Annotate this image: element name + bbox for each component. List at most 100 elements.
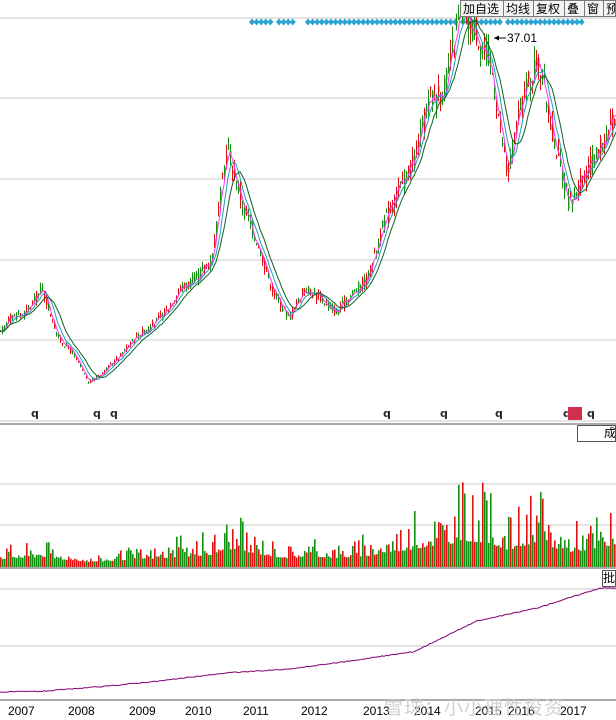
volume-bar <box>294 555 296 567</box>
candle-body <box>96 377 98 379</box>
volume-bar <box>58 557 60 567</box>
volume-bar <box>436 537 438 567</box>
candle-body <box>346 301 348 303</box>
candle-body <box>90 380 92 383</box>
rank-badge[interactable] <box>568 407 582 420</box>
volume-bar <box>346 557 348 567</box>
volume-bar <box>342 550 344 567</box>
volume-bar <box>64 559 66 567</box>
candle-body <box>382 220 384 228</box>
event-marker-icon <box>392 18 399 26</box>
candle-body <box>102 372 104 374</box>
volume-bar <box>532 534 534 567</box>
volume-bar <box>82 559 84 567</box>
candle-body <box>574 192 576 198</box>
volume-bar <box>254 536 256 567</box>
volume-bar <box>372 549 374 567</box>
peak-arrow-icon <box>494 35 499 41</box>
volume-bar <box>204 551 206 567</box>
candle-body <box>438 85 440 92</box>
forecast-button[interactable]: 预 <box>603 0 616 17</box>
moving-average-lines <box>0 10 616 383</box>
event-marker-strip <box>249 18 585 26</box>
candle-body <box>84 373 86 375</box>
volume-bar <box>338 545 340 567</box>
volume-bar <box>450 543 452 567</box>
volume-bar <box>420 548 422 567</box>
candle-body <box>436 98 438 106</box>
volume-bar <box>280 557 282 567</box>
candle-body <box>444 78 446 100</box>
candle-body <box>452 39 454 44</box>
overlay-button[interactable]: 叠 <box>564 0 585 17</box>
window-button[interactable]: 窗 <box>584 0 604 17</box>
volume-bar <box>412 546 414 567</box>
candle-body <box>120 353 122 356</box>
candle-body <box>80 365 82 367</box>
candle-body <box>34 295 36 302</box>
candle-body <box>534 59 536 73</box>
volume-panel-label[interactable]: 成 <box>577 425 616 442</box>
candle-body <box>542 82 544 84</box>
volume-bar <box>462 482 464 567</box>
event-marker-icon <box>487 18 494 26</box>
candle-body <box>484 43 486 49</box>
volume-bar <box>512 548 514 567</box>
volume-bar <box>534 542 536 567</box>
volume-bar <box>90 558 92 567</box>
volume-bar <box>596 517 598 567</box>
candle-body <box>148 328 150 331</box>
event-marker-icon <box>387 18 394 26</box>
event-marker-icon <box>341 18 348 26</box>
volume-bar <box>580 550 582 567</box>
candle-body <box>504 147 506 152</box>
volume-bar <box>10 544 12 567</box>
volume-bar <box>604 541 606 567</box>
volume-bar <box>72 560 74 567</box>
volume-bar <box>226 524 228 567</box>
volume-bar <box>592 533 594 567</box>
volume-bar <box>506 549 508 567</box>
volume-bar <box>560 536 562 567</box>
candle-body <box>600 138 602 154</box>
volume-bar <box>196 541 198 567</box>
candle-body <box>590 155 592 175</box>
dividend-marker: q <box>93 407 101 420</box>
volume-bar <box>130 550 132 567</box>
volume-bar <box>152 558 154 567</box>
candle-body <box>272 285 274 293</box>
candle-body <box>18 313 20 315</box>
event-marker-icon <box>351 18 357 26</box>
candle-body <box>2 327 4 333</box>
volume-bar <box>424 547 426 567</box>
candle-body <box>548 106 550 116</box>
volume-bar <box>218 549 220 567</box>
volume-bar <box>610 512 612 567</box>
candle-body <box>374 249 376 251</box>
add-to-watchlist-button[interactable]: 加自选 <box>460 0 504 17</box>
event-marker-icon <box>509 18 516 26</box>
volume-bar <box>252 552 254 567</box>
volume-bar <box>330 557 332 567</box>
volume-bar <box>22 557 24 567</box>
adjust-rights-button[interactable]: 复权 <box>533 0 565 17</box>
candle-body <box>194 274 196 281</box>
candle-body <box>406 172 408 175</box>
volume-bar <box>400 530 402 567</box>
volume-bar <box>500 547 502 567</box>
volume-bar <box>322 557 324 567</box>
volume-bar <box>60 556 62 567</box>
indicator-panel-label[interactable]: 批 <box>602 570 616 587</box>
volume-bar <box>118 553 120 567</box>
dividend-marker: q <box>110 407 118 420</box>
volume-bar <box>410 549 412 567</box>
candle-body <box>496 108 498 112</box>
volume-bar <box>250 545 252 567</box>
candle-body <box>232 170 234 175</box>
candle-body <box>482 45 484 47</box>
volume-bar <box>328 556 330 567</box>
volume-bar <box>456 537 458 567</box>
event-marker-icon <box>578 18 585 26</box>
moving-average-button[interactable]: 均线 <box>503 0 534 17</box>
